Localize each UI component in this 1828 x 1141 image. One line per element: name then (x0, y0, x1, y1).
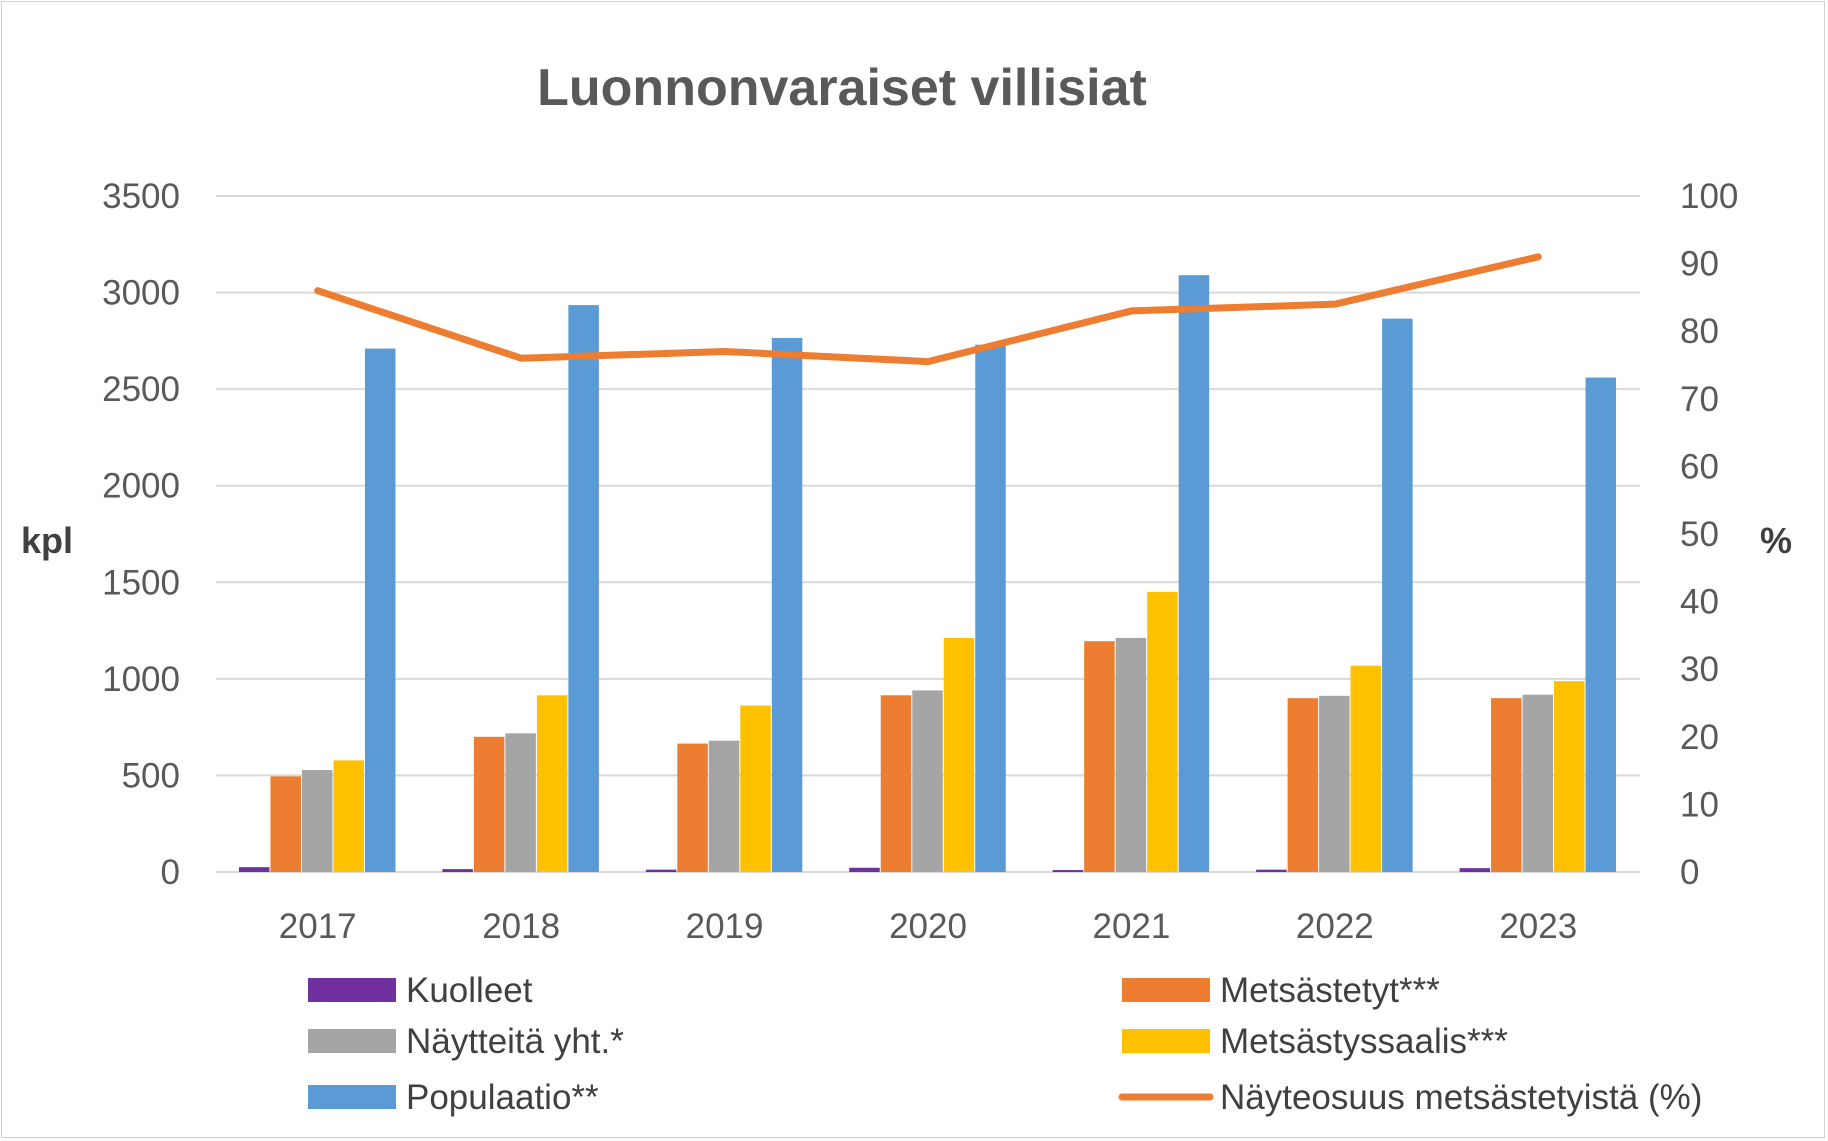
bar-kuolleet-2021 (1052, 870, 1084, 872)
bar-mets-stetyt-2018 (473, 736, 505, 872)
line-series (314, 253, 1542, 366)
bar-populaatio-2021 (1178, 275, 1210, 872)
bar-n-ytteit-yht-2017 (301, 770, 333, 872)
bar-mets-styssaalis-2020 (943, 637, 975, 872)
y2-tick-label: 80 (1680, 312, 1719, 351)
bar-mets-styssaalis-2022 (1350, 665, 1382, 872)
y2-axis-ticks: 0 10 20 30 40 50 60 70 80 90 100 (1680, 177, 1738, 892)
y-tick-label: 3500 (102, 177, 180, 216)
legend-label: Metsästetyt*** (1220, 971, 1440, 1010)
x-tick-label: 2018 (482, 907, 560, 946)
x-axis-ticks: 2017 2018 2019 2020 2021 2022 2023 (279, 907, 1577, 946)
bar-mets-styssaalis-2017 (333, 760, 364, 872)
legend-label: Kuolleet (406, 971, 533, 1010)
y-tick-label: 2500 (102, 370, 180, 409)
bar-mets-stetyt-2020 (880, 695, 912, 872)
bars (238, 275, 1617, 873)
x-tick-label: 2022 (1296, 907, 1374, 946)
bar-n-ytteit-yht-2019 (708, 740, 740, 872)
y2-axis-label: % (1760, 520, 1792, 561)
bar-kuolleet-2018 (442, 869, 473, 872)
bar-n-ytteit-yht-2023 (1522, 694, 1554, 872)
bar-mets-stetyt-2017 (270, 776, 301, 872)
legend-label: Populaatio** (406, 1078, 599, 1117)
bar-n-ytteit-yht-2018 (505, 733, 536, 872)
bar-populaatio-2023 (1585, 377, 1617, 872)
bar-mets-stetyt-2023 (1491, 698, 1522, 872)
legend-label: Näytteitä yht.* (406, 1022, 624, 1061)
y2-tick-label: 10 (1680, 785, 1719, 824)
bar-mets-stetyt-2022 (1287, 698, 1319, 872)
bar-kuolleet-2022 (1256, 869, 1287, 872)
legend: Kuolleet Metsästetyt*** Näytteitä yht.* Met… (308, 971, 1702, 1117)
bar-mets-styssaalis-2023 (1554, 681, 1585, 872)
y2-tick-label: 0 (1680, 853, 1699, 892)
bar-n-ytteit-yht-2020 (912, 690, 943, 872)
bar-n-ytteit-yht-2022 (1319, 695, 1350, 872)
y2-tick-label: 50 (1680, 515, 1719, 554)
y2-tick-label: 40 (1680, 583, 1719, 622)
y2-tick-label: 90 (1680, 245, 1719, 284)
bar-mets-styssaalis-2019 (740, 705, 771, 872)
bar-populaatio-2022 (1382, 318, 1413, 872)
bar-populaatio-2017 (364, 348, 396, 872)
bar-kuolleet-2017 (238, 867, 270, 872)
y2-tick-label: 70 (1680, 380, 1719, 419)
y-tick-label: 1500 (102, 563, 180, 602)
legend-swatch (308, 978, 396, 1002)
legend-swatch (1122, 1029, 1210, 1053)
y2-tick-label: 60 (1680, 447, 1719, 486)
y-tick-label: 3000 (102, 274, 180, 313)
x-tick-label: 2017 (279, 907, 357, 946)
y-tick-label: 0 (161, 853, 180, 892)
bar-kuolleet-2020 (849, 867, 880, 872)
y2-tick-label: 20 (1680, 718, 1719, 757)
bar-kuolleet-2019 (645, 869, 677, 872)
y-tick-label: 2000 (102, 467, 180, 506)
bar-n-ytteit-yht-2021 (1115, 637, 1147, 872)
bar-populaatio-2018 (568, 305, 599, 872)
y2-tick-label: 100 (1680, 177, 1738, 216)
y2-tick-label: 30 (1680, 650, 1719, 689)
legend-label: Näyteosuus metsästetyistä (%) (1220, 1078, 1702, 1117)
y-tick-label: 500 (122, 756, 180, 795)
bar-kuolleet-2023 (1459, 868, 1491, 872)
bar-mets-stetyt-2019 (677, 743, 708, 872)
chart-title: Luonnonvaraiset villisiat (537, 59, 1147, 117)
x-tick-label: 2020 (889, 907, 967, 946)
x-tick-label: 2021 (1092, 907, 1170, 946)
bar-mets-styssaalis-2018 (536, 695, 568, 872)
bar-populaatio-2019 (771, 337, 803, 873)
y-axis-label: kpl (21, 520, 73, 561)
bar-populaatio-2020 (975, 344, 1006, 873)
legend-swatch (308, 1029, 396, 1053)
bar-mets-styssaalis-2021 (1147, 591, 1178, 872)
legend-swatch (308, 1085, 396, 1109)
x-tick-label: 2023 (1499, 907, 1577, 946)
legend-swatch (1122, 978, 1210, 1002)
y-tick-label: 1000 (102, 660, 180, 699)
x-tick-label: 2019 (686, 907, 764, 946)
bar-mets-stetyt-2021 (1084, 641, 1115, 872)
line-naytteosuus (314, 253, 1542, 366)
legend-label: Metsästyssaalis*** (1220, 1022, 1508, 1061)
y-axis-ticks: 0 500 1000 1500 2000 2500 3000 3500 (102, 177, 180, 892)
